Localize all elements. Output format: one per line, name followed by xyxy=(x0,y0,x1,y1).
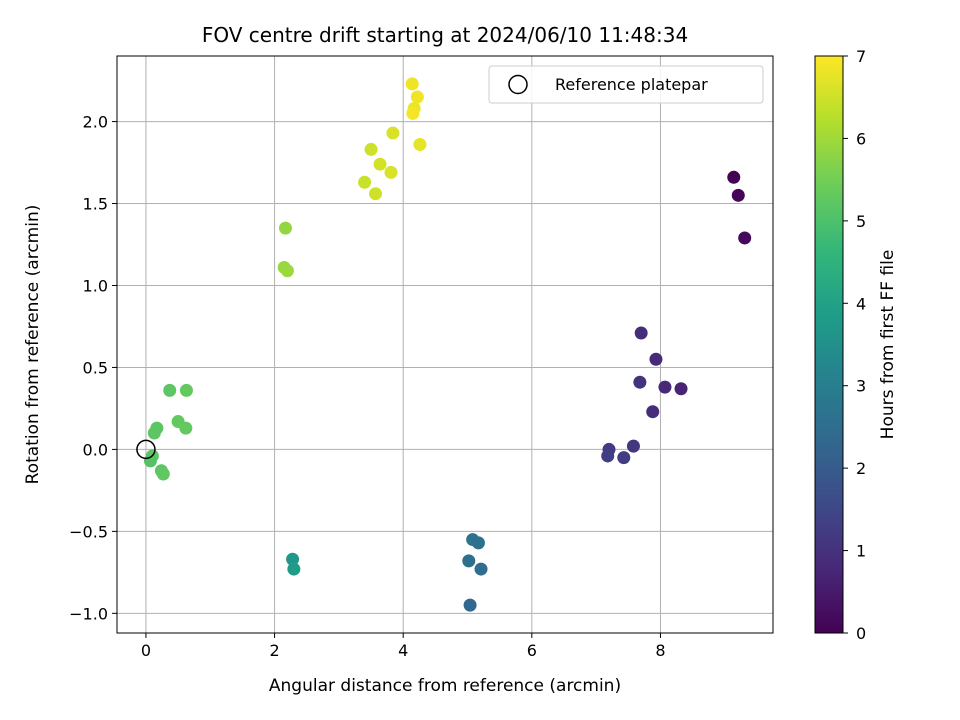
legend-marker-open-circle xyxy=(508,74,528,95)
scatter-point xyxy=(471,536,485,550)
scatter-point xyxy=(147,426,161,440)
x-tick-label: 0 xyxy=(141,641,151,660)
y-tick-label: 0.5 xyxy=(83,358,108,377)
x-axis-ticks: 0 2 4 6 8 xyxy=(141,633,666,660)
scatter-point xyxy=(163,383,177,397)
scatter-point xyxy=(358,175,372,189)
reference-platepar-marker xyxy=(136,439,156,460)
colorbar: 0 1 2 3 4 5 6 7 Hours from first FF file xyxy=(814,47,898,643)
x-tick-label: 8 xyxy=(655,641,665,660)
scatter-point xyxy=(384,165,398,179)
scatter-points xyxy=(136,77,752,612)
scatter-point xyxy=(279,221,293,235)
colorbar-tick-label: 2 xyxy=(856,459,866,478)
colorbar-gradient xyxy=(814,55,844,634)
scatter-point xyxy=(634,326,648,340)
scatter-point xyxy=(462,554,476,568)
plot-frame xyxy=(116,55,774,634)
colorbar-tick-label: 7 xyxy=(856,47,866,66)
scatter-point xyxy=(410,90,424,104)
scatter-point xyxy=(731,188,745,202)
colorbar-tick-label: 4 xyxy=(856,294,866,313)
scatter-point xyxy=(373,157,387,171)
y-tick-label: 1.0 xyxy=(83,276,108,295)
x-tick-label: 6 xyxy=(527,641,537,660)
x-tick-label: 2 xyxy=(269,641,279,660)
chart-title: FOV centre drift starting at 2024/06/10 … xyxy=(202,23,688,47)
scatter-point xyxy=(179,383,193,397)
scatter-point xyxy=(156,467,170,481)
y-tick-label: 1.5 xyxy=(83,195,108,214)
scatter-point xyxy=(626,439,640,453)
scatter-point xyxy=(601,449,615,463)
colorbar-tick-label: 3 xyxy=(856,377,866,396)
legend-box xyxy=(488,65,764,104)
scatter-point xyxy=(617,451,631,465)
y-tick-label: 2.0 xyxy=(83,113,108,132)
colorbar-tick-label: 0 xyxy=(856,624,866,643)
scatter-point xyxy=(633,375,647,389)
colorbar-tick-label: 6 xyxy=(856,129,866,148)
y-tick-label: 0.0 xyxy=(83,440,108,459)
scatter-point xyxy=(286,552,300,566)
scatter-point xyxy=(369,187,383,201)
scatter-point xyxy=(413,138,427,152)
colorbar-ticks: 0 1 2 3 4 5 6 7 xyxy=(843,47,866,643)
scatter-point xyxy=(406,106,420,120)
colorbar-tick-label: 5 xyxy=(856,212,866,231)
y-tick-label: −0.5 xyxy=(69,522,108,541)
scatter-point xyxy=(287,562,301,576)
scatter-point xyxy=(386,126,400,140)
grid xyxy=(117,56,773,633)
colorbar-tick-label: 1 xyxy=(856,542,866,561)
scatter-point xyxy=(280,264,294,278)
scatter-point xyxy=(674,382,688,396)
scatter-point xyxy=(646,405,660,419)
scatter-point xyxy=(658,380,672,394)
legend: Reference platepar xyxy=(488,65,764,104)
y-axis-ticks: −1.0 −0.5 0.0 0.5 1.0 1.5 2.0 xyxy=(69,113,117,623)
scatter-point xyxy=(738,231,752,245)
scatter-point xyxy=(364,142,378,156)
y-axis-label: Rotation from reference (arcmin) xyxy=(23,205,43,485)
scatter-point xyxy=(179,421,193,435)
scatter-point xyxy=(727,170,741,184)
x-tick-label: 4 xyxy=(398,641,408,660)
y-tick-label: −1.0 xyxy=(69,604,108,623)
x-axis-label: Angular distance from reference (arcmin) xyxy=(269,676,621,696)
colorbar-label: Hours from first FF file xyxy=(878,250,898,440)
scatter-point xyxy=(463,598,477,612)
scatter-point xyxy=(405,77,419,91)
scatter-point xyxy=(649,352,663,366)
legend-label: Reference platepar xyxy=(555,75,708,94)
scatter-point xyxy=(474,562,488,576)
